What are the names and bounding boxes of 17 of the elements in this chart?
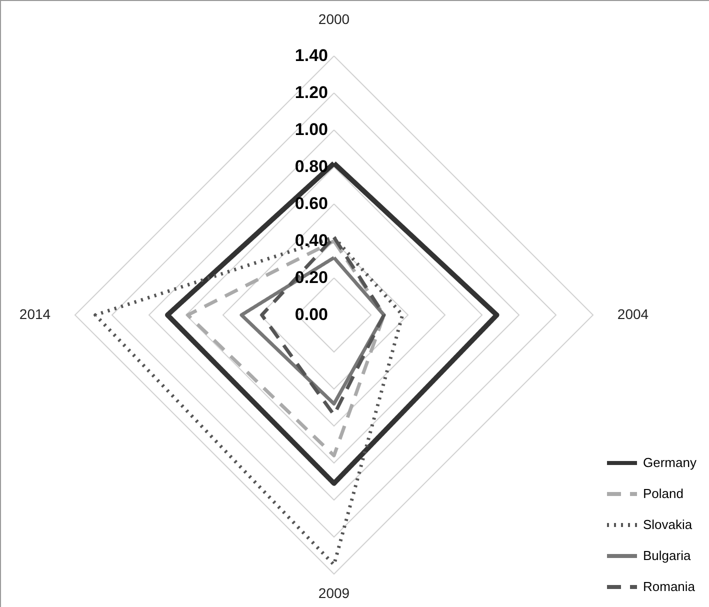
y-tick-label: 0.60 [294, 194, 328, 213]
y-tick-label: 1.00 [294, 120, 328, 139]
y-tick-label: 0.00 [294, 305, 328, 324]
y-tick-label: 1.40 [294, 46, 328, 65]
spoke-label: 2004 [617, 306, 649, 322]
legend-label: Bulgaria [643, 548, 692, 563]
y-tick-label: 0.20 [294, 268, 328, 287]
y-tick-label: 0.40 [294, 231, 328, 250]
spoke-label: 2014 [19, 306, 51, 322]
legend-label: Romania [643, 579, 696, 594]
legend-label: Poland [643, 486, 684, 501]
legend-label: Slovakia [643, 517, 693, 532]
spoke-label: 2009 [318, 585, 350, 601]
y-tick-label: 1.20 [294, 83, 328, 102]
y-tick-label: 0.80 [294, 157, 328, 176]
legend-label: Germany [643, 455, 697, 470]
spoke-label: 2000 [318, 11, 350, 27]
